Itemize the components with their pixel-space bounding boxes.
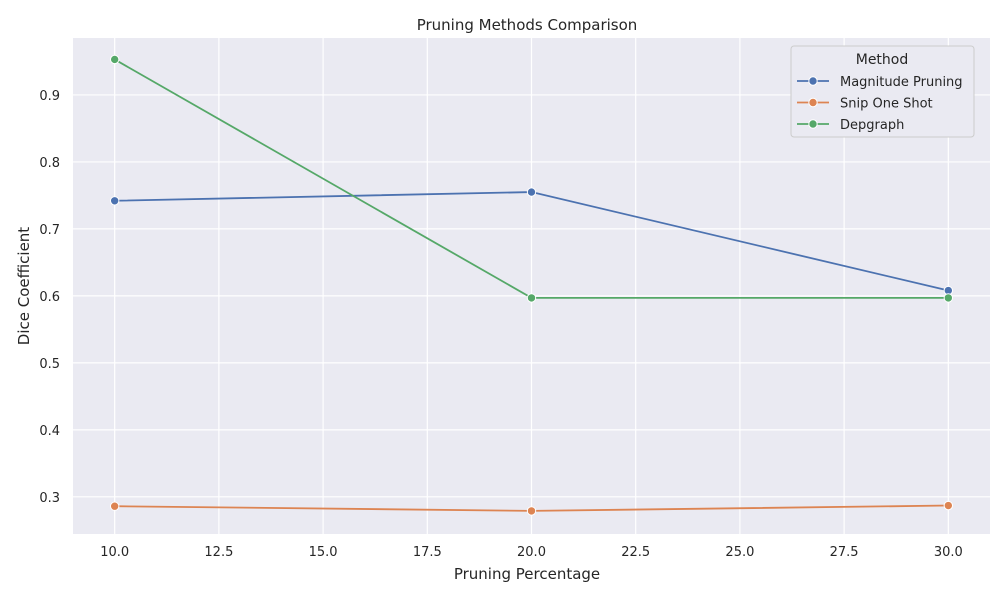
x-tick-label: 25.0 xyxy=(725,545,754,560)
y-tick-label: 0.7 xyxy=(39,223,60,238)
data-point xyxy=(109,54,120,65)
legend-title: Method xyxy=(856,52,909,68)
data-point xyxy=(526,187,537,197)
x-axis-ticks: 10.0 12.5 15.0 17.5 20.0 22.5 25.0 27.5 30.0 xyxy=(100,545,963,560)
x-tick-label: 15.0 xyxy=(309,545,338,560)
x-tick-label: 20.0 xyxy=(517,545,546,560)
legend-marker xyxy=(808,97,818,108)
legend-label: Depgraph xyxy=(840,118,904,133)
legend-items: Magnitude Pruning Snip One Shot Depgraph xyxy=(797,75,963,133)
chart-title: Pruning Methods Comparison xyxy=(417,16,638,34)
x-tick-label: 27.5 xyxy=(830,545,859,560)
data-point xyxy=(109,196,120,206)
y-axis-label: Dice Coefficient xyxy=(15,227,33,345)
data-point xyxy=(943,500,954,511)
x-tick-label: 10.0 xyxy=(100,545,129,560)
legend-label: Magnitude Pruning xyxy=(840,75,963,90)
legend-label: Snip One Shot xyxy=(840,97,933,112)
data-point xyxy=(109,501,120,511)
legend-marker xyxy=(808,119,818,129)
y-tick-label: 0.9 xyxy=(39,89,60,104)
data-point xyxy=(943,293,954,303)
y-tick-label: 0.4 xyxy=(39,424,60,439)
y-axis-ticks: 0.3 0.4 0.5 0.6 0.7 0.8 0.9 xyxy=(39,89,60,506)
x-tick-label: 22.5 xyxy=(621,545,650,560)
x-tick-label: 12.5 xyxy=(204,545,233,560)
x-axis-label: Pruning Percentage xyxy=(454,565,600,583)
x-tick-label: 30.0 xyxy=(934,545,963,560)
y-tick-label: 0.8 xyxy=(39,156,60,171)
y-tick-label: 0.6 xyxy=(39,290,60,305)
data-point xyxy=(526,506,537,516)
y-tick-label: 0.3 xyxy=(39,491,60,506)
y-tick-label: 0.5 xyxy=(39,357,60,372)
series-layer xyxy=(109,54,954,516)
series-depgraph xyxy=(109,54,954,303)
legend: Method Magnitude Pruning Snip One Shot Dep… xyxy=(790,45,975,138)
x-tick-label: 17.5 xyxy=(413,545,442,560)
legend-item: Magnitude Pruning xyxy=(797,75,963,90)
series-snip-one-shot xyxy=(109,500,954,516)
legend-item: Snip One Shot xyxy=(797,97,933,112)
legend-box xyxy=(790,45,975,138)
legend-item: Depgraph xyxy=(797,118,904,133)
legend-marker xyxy=(808,76,818,86)
data-point xyxy=(526,293,537,303)
